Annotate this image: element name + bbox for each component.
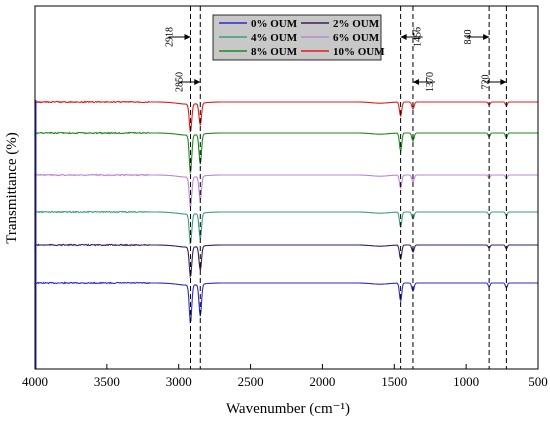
series-line (34, 243, 538, 279)
legend-label: 0% OUM (251, 18, 298, 30)
legend-label: 6% OUM (333, 32, 380, 44)
peak-label: 720 (480, 75, 491, 90)
series-line (34, 281, 538, 324)
series-line (34, 210, 538, 246)
peak-arrowhead (500, 79, 507, 85)
peak-label: 840 (463, 30, 474, 45)
legend: 0% OUM 2% OUM 4% OUM 6% OUM 8% OUM 10% OUM (212, 14, 385, 61)
peak-label: 1370 (425, 72, 436, 92)
legend-label: 4% OUM (251, 32, 298, 44)
peak-label: 2850 (174, 72, 185, 92)
x-tick-label: 2000 (309, 374, 335, 389)
series-line (34, 173, 538, 209)
series-lines (34, 99, 538, 369)
series-line (34, 99, 538, 133)
legend-label: 8% OUM (251, 46, 298, 58)
x-axis-title: Wavenumber (cm⁻¹) (226, 401, 350, 417)
x-tick-label: 1000 (453, 374, 479, 389)
plot-frame (34, 5, 539, 370)
peak-arrowhead (483, 34, 490, 40)
x-tick-label: 500 (528, 374, 548, 389)
x-axis-ticks: 4000 3500 3000 2500 2000 1500 1000 500 (22, 364, 548, 389)
x-tick-label: 2500 (238, 374, 264, 389)
peak-label: 2918 (164, 27, 175, 47)
peak-arrowhead (194, 79, 201, 85)
x-tick-label: 1500 (381, 374, 407, 389)
legend-label: 10% OUM (333, 46, 385, 58)
peak-label: 1456 (413, 27, 424, 47)
legend-label: 2% OUM (333, 18, 380, 30)
peak-arrowhead (400, 34, 407, 40)
y-axis-title: Transmittance (%) (4, 132, 20, 244)
series-line (34, 130, 538, 174)
x-tick-label: 3500 (94, 374, 120, 389)
x-tick-label: 3000 (166, 374, 192, 389)
x-tick-label: 4000 (22, 374, 48, 389)
peak-arrowhead (184, 34, 191, 40)
peak-annotations: 2918 2850 1456 1370 840 720 (164, 6, 507, 369)
peak-arrowhead (412, 79, 419, 85)
